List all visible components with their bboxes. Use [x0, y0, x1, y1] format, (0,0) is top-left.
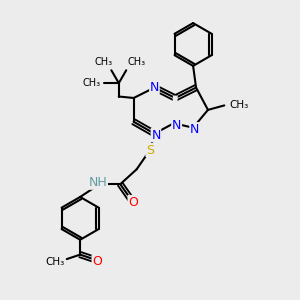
Text: CH₃: CH₃: [230, 100, 249, 110]
Text: N: N: [172, 119, 182, 132]
Text: N: N: [151, 129, 160, 142]
Text: CH₃: CH₃: [83, 78, 101, 88]
Text: CH₃: CH₃: [45, 257, 64, 267]
Text: O: O: [92, 255, 102, 268]
Text: O: O: [128, 196, 138, 208]
Text: NH: NH: [88, 176, 107, 189]
Text: S: S: [146, 143, 154, 157]
Text: CH₃: CH₃: [128, 57, 146, 67]
Text: CH₃: CH₃: [95, 57, 113, 67]
Text: N: N: [190, 123, 199, 136]
Text: N: N: [150, 81, 159, 94]
